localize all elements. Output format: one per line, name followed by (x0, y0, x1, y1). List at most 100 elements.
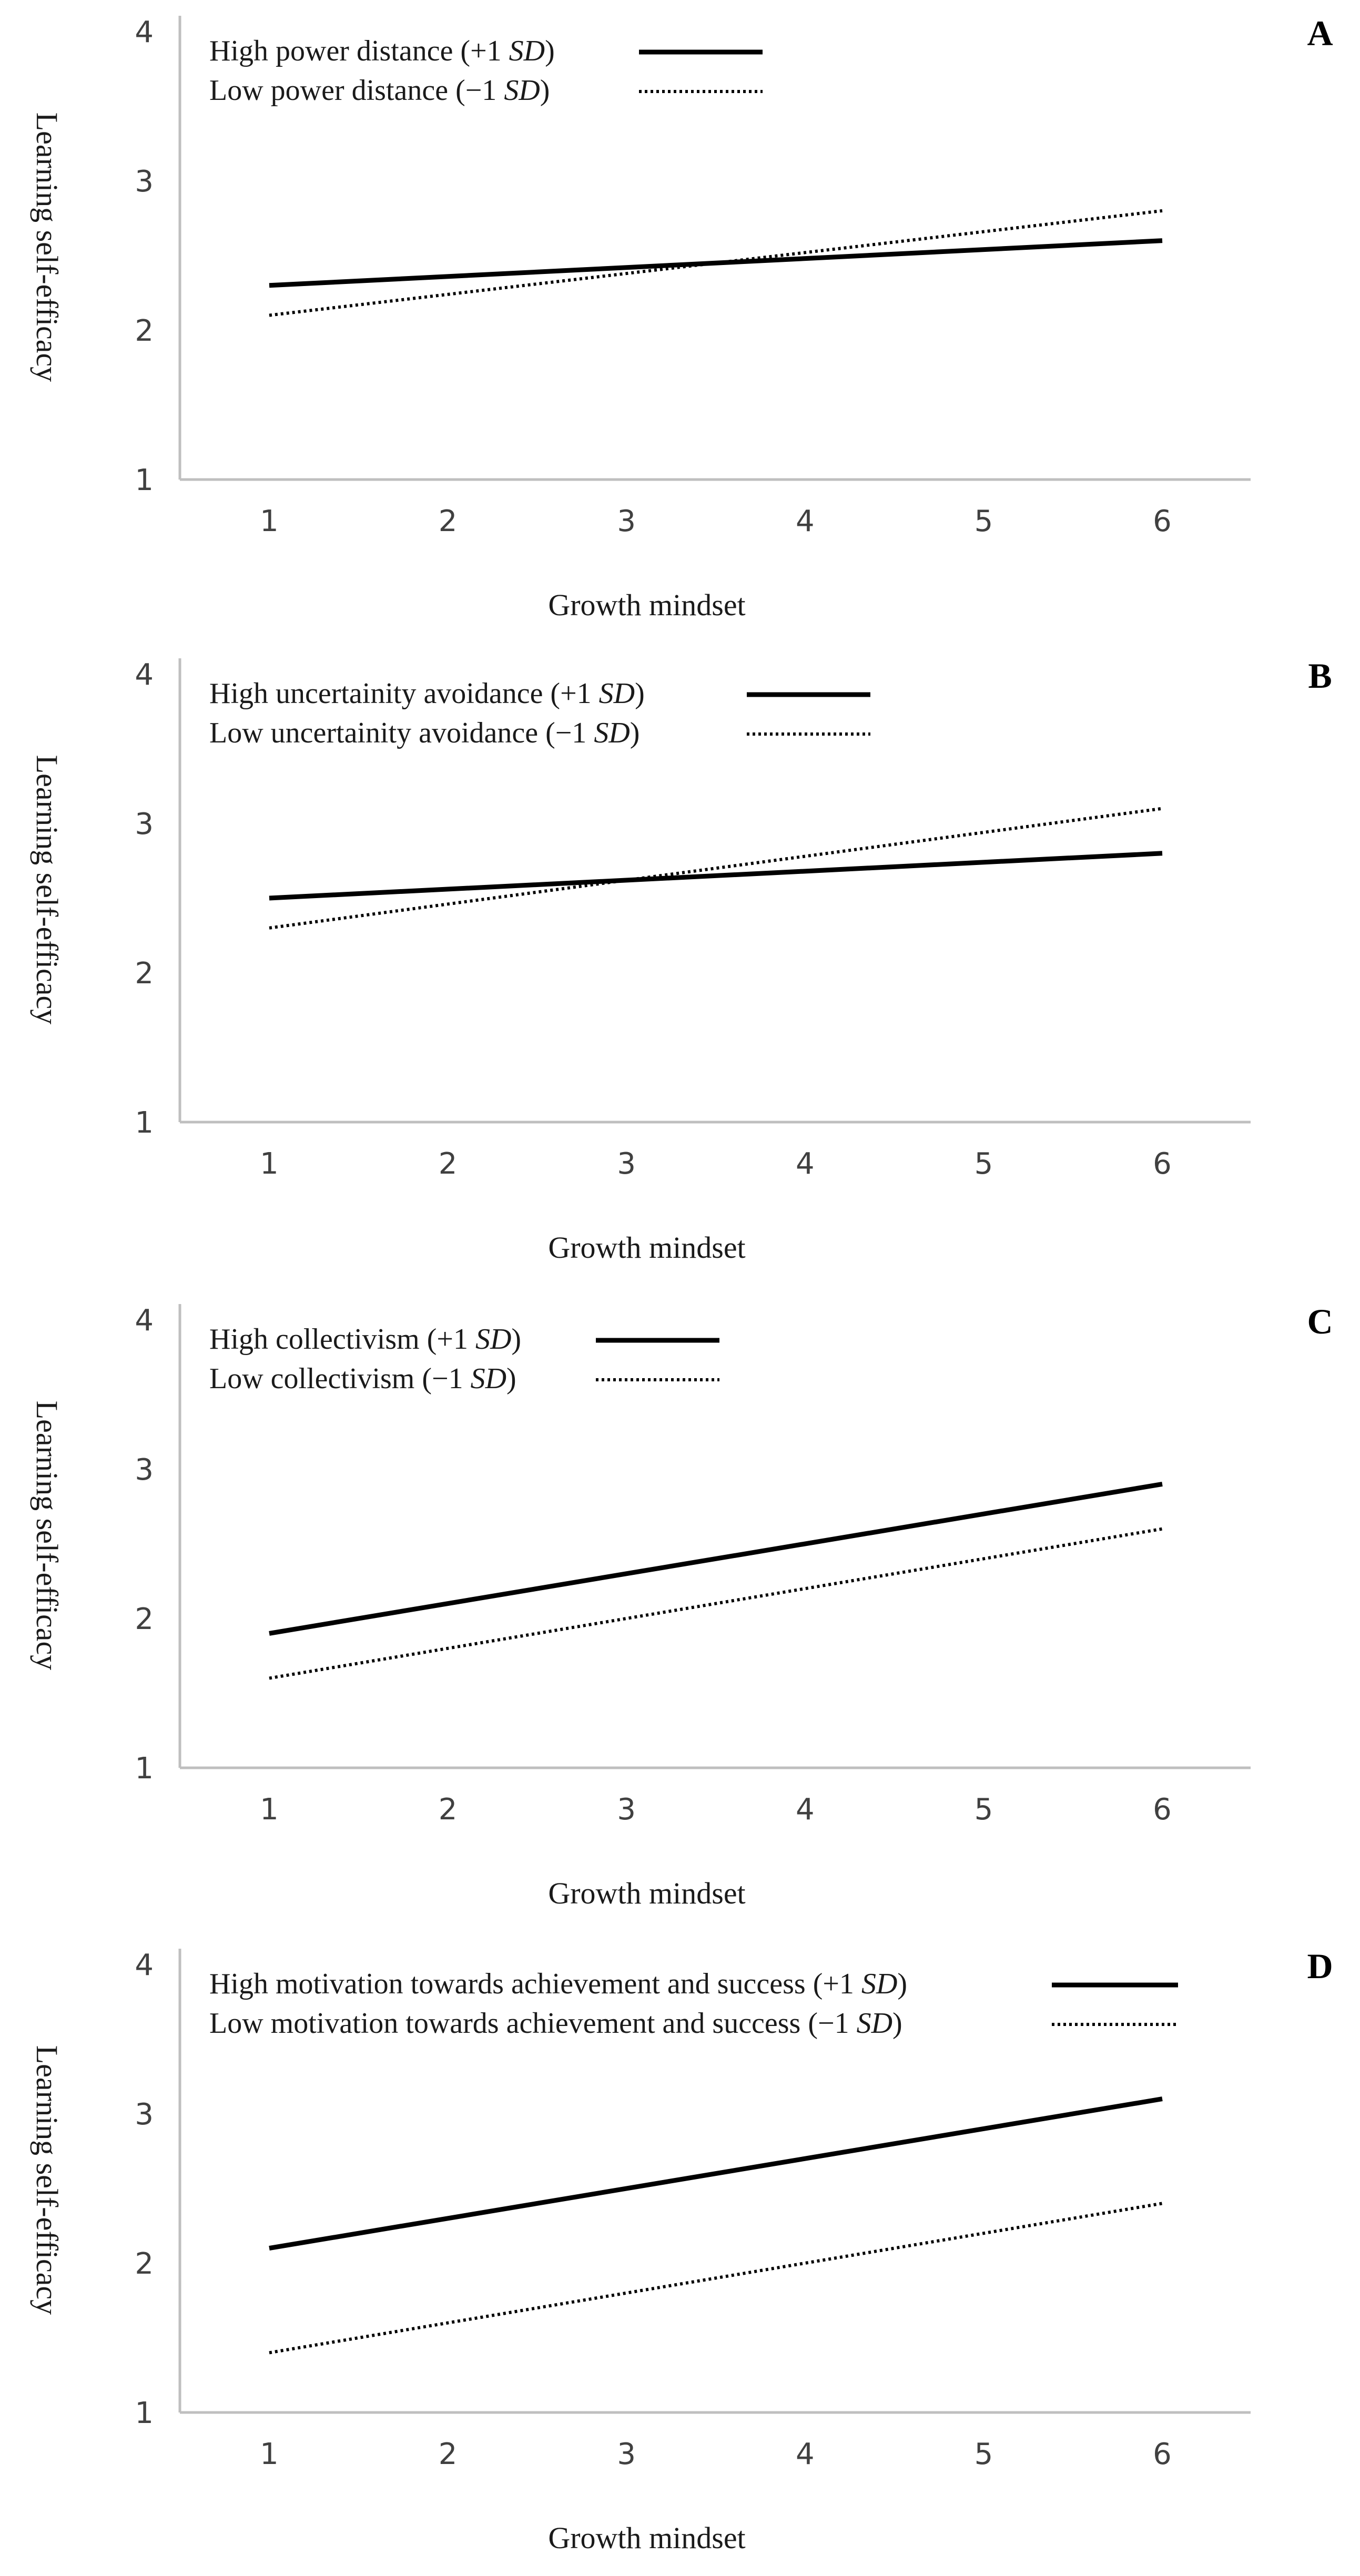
y-axis-title: Learning self-efficacy (30, 113, 64, 382)
x-tick-label: 3 (617, 1793, 636, 1827)
legend-label-text: High motivation towards achievement and … (209, 1968, 861, 2000)
y-tick-label: 1 (135, 463, 154, 497)
legend-label-sd: SD (594, 717, 630, 749)
legend-label-close: ) (511, 1323, 521, 1356)
series-low-line (269, 807, 1163, 930)
legend-label-close: ) (892, 2007, 902, 2040)
legend-label-close: ) (540, 74, 550, 107)
x-tick-label: 3 (617, 1147, 636, 1181)
series-high-line (269, 238, 1163, 288)
legend-label-close: ) (635, 677, 645, 710)
x-axis-title: Growth mindset (548, 2521, 745, 2555)
panel-label: C (1307, 1301, 1333, 1341)
legend-label-sd: SD (861, 1968, 897, 2000)
legend-label: High uncertainity avoidance (+1 SD) (209, 677, 645, 710)
x-tick-label: 2 (439, 2437, 458, 2471)
legend-entry: Low motivation towards achievement and s… (209, 2007, 1178, 2040)
y-axis-title: Learning self-efficacy (30, 755, 64, 1025)
series-high-line (269, 1481, 1163, 1636)
x-tick-label: 4 (796, 2437, 815, 2471)
legend-label: Low motivation towards achievement and s… (209, 2007, 902, 2040)
legend-label-text: High uncertainity avoidance (+1 (209, 677, 599, 710)
x-tick-label: 4 (796, 1793, 815, 1827)
legend-label-text: Low motivation towards achievement and s… (209, 2007, 857, 2040)
legend-entry: High motivation towards achievement and … (209, 1968, 1178, 2000)
series-low-line (269, 1527, 1163, 1680)
legend-entry: High uncertainity avoidance (+1 SD) (209, 677, 870, 710)
x-axis-title: Growth mindset (548, 588, 745, 622)
y-tick-label: 4 (135, 1948, 154, 1982)
legend-label-sd: SD (475, 1323, 511, 1356)
x-axis-title: Growth mindset (548, 1876, 745, 1910)
panel-b: 1 2 3 4 1 2 3 4 5 6 Growth mindset Learning self-ef… (30, 656, 1332, 1265)
x-tick-label: 2 (439, 1147, 458, 1181)
legend-label-close: ) (545, 35, 555, 67)
y-tick-label: 1 (135, 1752, 154, 1786)
x-tick-label: 4 (796, 504, 815, 538)
legend-label-sd: SD (504, 74, 540, 107)
x-tick-label: 1 (260, 1793, 279, 1827)
series-high-line (269, 851, 1163, 901)
legend-entry: Low power distance (−1 SD) (209, 74, 763, 107)
x-tick-label: 1 (260, 504, 279, 538)
panel-c: 1 2 3 4 1 2 3 4 5 6 Growth mindset Learning self-ef… (30, 1301, 1333, 1910)
series-low-line (269, 2202, 1163, 2355)
legend-label: High power distance (+1 SD) (209, 35, 555, 67)
legend-label-text: Low uncertainity avoidance (−1 (209, 717, 594, 749)
x-tick-label: 1 (260, 2437, 279, 2471)
legend-label-text: High collectivism (+1 (209, 1323, 475, 1356)
legend-label: Low power distance (−1 SD) (209, 74, 550, 107)
x-tick-label: 2 (439, 504, 458, 538)
y-axis-title: Learning self-efficacy (30, 1401, 64, 1671)
legend-label-text: Low power distance (−1 (209, 74, 504, 107)
legend-label: High motivation towards achievement and … (209, 1968, 907, 2000)
y-tick-label: 4 (135, 658, 154, 692)
x-tick-label: 6 (1153, 1793, 1172, 1827)
legend-label-sd: SD (857, 2007, 892, 2040)
x-tick-label: 5 (975, 2437, 993, 2471)
legend-label-sd: SD (599, 677, 635, 710)
legend-label: Low collectivism (−1 SD) (209, 1362, 516, 1395)
y-tick-label: 4 (135, 1304, 154, 1338)
legend-label: High collectivism (+1 SD) (209, 1323, 521, 1356)
y-tick-label: 3 (135, 165, 154, 199)
panel-label: B (1308, 656, 1332, 696)
y-tick-label: 2 (135, 956, 154, 991)
y-tick-label: 4 (135, 15, 154, 49)
y-tick-label: 1 (135, 1106, 154, 1140)
legend-label-text: High power distance (+1 (209, 35, 509, 67)
x-tick-label: 6 (1153, 2437, 1172, 2471)
x-tick-label: 1 (260, 1147, 279, 1181)
y-axis-title: Learning self-efficacy (30, 2045, 64, 2315)
legend-entry: High collectivism (+1 SD) (209, 1323, 719, 1356)
x-axis-title: Growth mindset (548, 1230, 745, 1265)
x-tick-label: 5 (975, 1793, 993, 1827)
legend-label-sd: SD (509, 35, 545, 67)
y-tick-label: 1 (135, 2396, 154, 2430)
panel-label: D (1307, 1946, 1333, 1986)
panel-label: A (1307, 13, 1333, 53)
panel-d: 1 2 3 4 1 2 3 4 5 6 Growth mindset Learning self-ef… (30, 1946, 1333, 2555)
series-high-line (269, 2096, 1163, 2251)
legend-entry: Low uncertainity avoidance (−1 SD) (209, 717, 870, 749)
legend-entry: High power distance (+1 SD) (209, 35, 763, 67)
y-tick-label: 3 (135, 807, 154, 841)
x-tick-label: 5 (975, 1147, 993, 1181)
legend-label-close: ) (506, 1362, 516, 1395)
legend-label-text: Low collectivism (−1 (209, 1362, 471, 1395)
y-tick-label: 2 (135, 314, 154, 348)
panel-a: 1 2 3 4 1 2 3 4 5 6 Growth mindset Learning self-ef… (30, 13, 1333, 622)
legend-entry: Low collectivism (−1 SD) (209, 1362, 719, 1395)
y-tick-label: 3 (135, 2098, 154, 2132)
legend-label-close: ) (630, 717, 640, 749)
x-tick-label: 6 (1153, 1147, 1172, 1181)
x-tick-label: 5 (975, 504, 993, 538)
x-tick-label: 2 (439, 1793, 458, 1827)
y-tick-label: 3 (135, 1453, 154, 1487)
x-tick-label: 3 (617, 504, 636, 538)
legend-label-close: ) (897, 1968, 907, 2000)
legend-label-sd: SD (471, 1362, 506, 1395)
y-tick-label: 2 (135, 2247, 154, 2281)
y-tick-label: 2 (135, 1602, 154, 1636)
